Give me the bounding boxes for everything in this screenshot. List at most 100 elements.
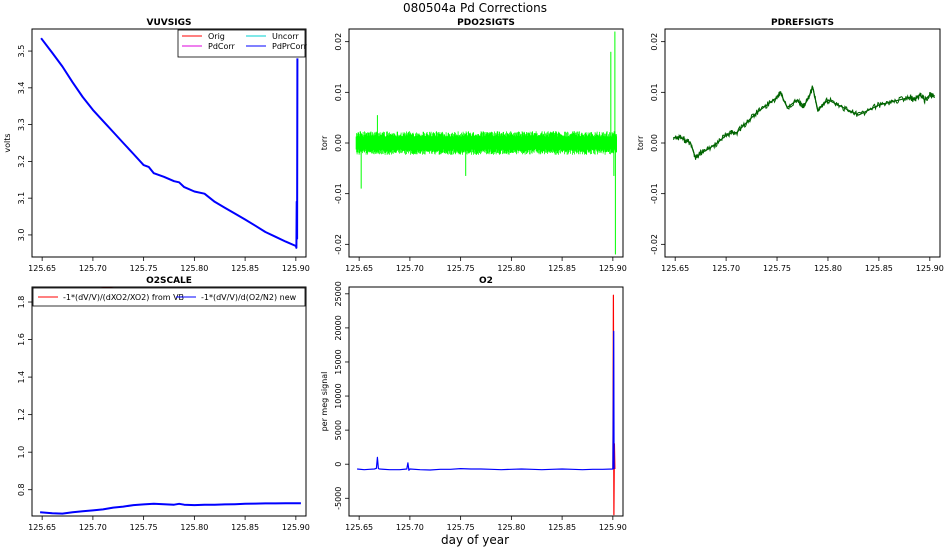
- series-line: [40, 502, 301, 515]
- panel-title: O2SCALE: [146, 276, 192, 286]
- y-tick-label: 0.01: [334, 83, 343, 101]
- x-tick-label: 125.85: [231, 523, 259, 532]
- panel-pdrefsigts: PDREFSIGTS 125.65 125.70 125.75 125.80 125.85…: [636, 18, 944, 273]
- plot-area: [357, 294, 616, 516]
- y-axis-label: torr: [636, 135, 645, 150]
- panel-title: O2: [479, 276, 493, 286]
- y-tick-label: 1.4: [17, 371, 26, 384]
- x-tick-label: 125.65: [28, 264, 56, 273]
- x-tick-label: 125.75: [130, 523, 158, 532]
- y-tick-label: 1.0: [17, 446, 26, 459]
- x-tick-label: 125.85: [548, 523, 576, 532]
- x-tick-label: 125.80: [180, 264, 208, 273]
- y-tick-label: 0.8: [17, 483, 26, 496]
- plot-area: [40, 37, 299, 249]
- plot-frame: [348, 28, 624, 258]
- panel-o2scale: O2SCALE 125.65 125.70 125.75 125.80 125.85 125…: [17, 276, 310, 532]
- y-tick-label: 3.4: [17, 81, 26, 94]
- x-tick-label: 125.65: [345, 523, 373, 532]
- legend-box: [177, 29, 306, 58]
- plot-frame: [31, 286, 307, 517]
- x-tick-label: 125.90: [916, 264, 944, 273]
- x-tick-label: 125.75: [130, 264, 158, 273]
- legend-label: -1*(dV/V)/(dXO2/XO2) from VB: [63, 293, 184, 302]
- y-axis-label: torr: [320, 135, 329, 150]
- panel-vuvsigs: VUVSIGS 125.65 125.70 125.75 125.80 125.85 125…: [3, 18, 310, 273]
- x-tick-label: 125.70: [396, 523, 424, 532]
- y-tick-label: 0.00: [334, 134, 343, 152]
- x-tick-label: 125.75: [763, 264, 791, 273]
- x-tick-label: 125.70: [712, 264, 740, 273]
- y-tick-label: -0.02: [334, 234, 343, 255]
- y-axis-label: per meg signal: [320, 372, 329, 432]
- plot-area: [355, 31, 617, 255]
- y-tick-label: 0: [334, 462, 343, 467]
- x-tick-label: 125.85: [865, 264, 893, 273]
- y-tick-label: 1.6: [17, 333, 26, 346]
- series-line: [357, 330, 615, 471]
- x-tick-label: 125.85: [548, 264, 576, 273]
- plot-frame: [664, 28, 941, 258]
- x-tick-label: 125.80: [497, 264, 525, 273]
- panel-o2: O2 125.65 125.70 125.75 125.80 125.85 125.90 -5…: [320, 276, 627, 532]
- y-tick-label: 3.0: [17, 229, 26, 242]
- y-tick-label: 3.5: [17, 45, 26, 58]
- panel-pdo2sigts: PDO2SIGTS 125.65 125.70 125.75 125.80 125.85 1…: [320, 18, 627, 273]
- plot-area: [673, 85, 936, 160]
- legend-label: -1*(dV/V)/d(O2/N2) new: [201, 293, 297, 302]
- y-tick-label: 10000: [334, 383, 343, 408]
- legend-label: Orig: [208, 32, 225, 41]
- y-tick-label: 0.01: [650, 83, 659, 101]
- x-tick-label: 125.80: [497, 523, 525, 532]
- y-tick-label: 3.1: [17, 192, 26, 205]
- series-noise: [673, 85, 935, 160]
- figure-title: 080504a Pd Corrections: [403, 1, 547, 15]
- legend-label: PdCorr: [208, 42, 236, 51]
- x-tick-label: 125.70: [79, 264, 107, 273]
- x-tick-label: 125.80: [180, 523, 208, 532]
- x-tick-label: 125.65: [661, 264, 689, 273]
- y-tick-label: 1.8: [17, 296, 26, 309]
- y-tick-label: 0.02: [334, 33, 343, 51]
- legend-label: PdPrCorr: [272, 42, 308, 51]
- x-tick-label: 125.90: [599, 264, 627, 273]
- series-line: [40, 37, 299, 249]
- y-tick-label: 15000: [334, 349, 343, 374]
- x-tick-label: 125.65: [345, 264, 373, 273]
- x-tick-label: 125.70: [396, 264, 424, 273]
- plot-frame: [31, 28, 307, 258]
- y-tick-label: -0.01: [334, 183, 343, 204]
- y-tick-label: -0.02: [650, 234, 659, 255]
- y-tick-label: 1.2: [17, 408, 26, 421]
- y-tick-label: 5000: [334, 420, 343, 440]
- x-tick-label: 125.70: [79, 523, 107, 532]
- y-tick-label: -0.01: [650, 183, 659, 204]
- y-axis-label: volts: [3, 133, 12, 152]
- x-tick-label: 125.75: [447, 264, 475, 273]
- x-tick-label: 125.90: [282, 264, 310, 273]
- figure-xlabel: day of year: [441, 533, 509, 547]
- x-tick-label: 125.85: [231, 264, 259, 273]
- x-tick-label: 125.80: [814, 264, 842, 273]
- series-line: [673, 86, 936, 159]
- y-tick-label: 3.3: [17, 118, 26, 131]
- x-tick-label: 125.75: [447, 523, 475, 532]
- plot-area: [40, 287, 301, 515]
- y-tick-label: 25000: [334, 281, 343, 306]
- panel-title: VUVSIGS: [147, 18, 192, 28]
- legend-box: [32, 287, 306, 307]
- x-tick-label: 125.90: [282, 523, 310, 532]
- panel-title: PDO2SIGTS: [457, 18, 515, 28]
- y-tick-label: 20000: [334, 315, 343, 340]
- y-tick-label: 0.02: [650, 33, 659, 51]
- y-tick-label: 3.2: [17, 155, 26, 168]
- noise-band: [355, 131, 617, 155]
- panel-title: PDREFSIGTS: [771, 18, 834, 28]
- plot-frame: [348, 286, 624, 517]
- y-tick-label: 0.00: [650, 134, 659, 152]
- x-tick-label: 125.90: [599, 523, 627, 532]
- x-tick-label: 125.65: [28, 523, 56, 532]
- y-tick-label: -5000: [334, 487, 343, 510]
